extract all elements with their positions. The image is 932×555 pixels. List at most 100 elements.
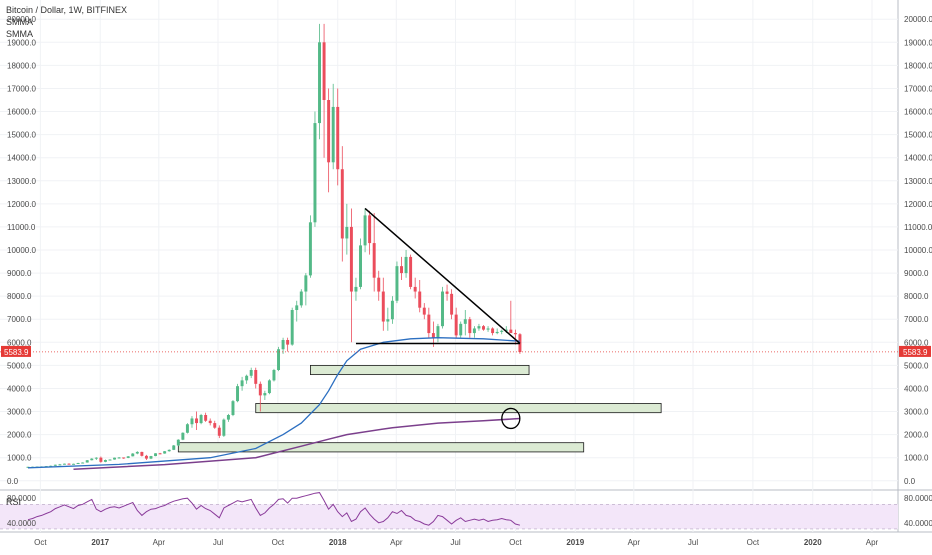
candle-body xyxy=(99,457,103,462)
price-tick-label-right: 15000.0 xyxy=(904,131,932,140)
candle-body xyxy=(472,328,476,334)
rsi-tick-label-left: 80.0000 xyxy=(7,494,36,503)
price-tick-label-right: 14000.0 xyxy=(904,154,932,163)
candle-body xyxy=(185,424,189,433)
price-tick-label-left: 8000.0 xyxy=(7,292,32,301)
candle-body xyxy=(372,243,376,278)
candle-body xyxy=(345,226,349,239)
rsi-pane: 80.0000 80.0000 40.0000 40.0000 xyxy=(0,492,932,530)
candle-body xyxy=(381,291,385,322)
candles xyxy=(26,23,522,468)
candle-body xyxy=(176,439,180,446)
time-tick-label: Apr xyxy=(866,538,879,547)
candle-body xyxy=(76,463,80,464)
candle-body xyxy=(304,275,308,292)
candle-body xyxy=(131,453,135,457)
price-axis[interactable]: 0.0 0.0 1000.0 1000.0 2000.0 2000.0 3000.0 3000… xyxy=(0,15,932,486)
candle-body xyxy=(445,291,449,294)
time-axis[interactable]: Oct 2017 Apr Jul Oct 2018 Apr Jul Oct 2019 Apr Jul O… xyxy=(34,538,878,547)
support-zone xyxy=(255,403,662,414)
candle-body xyxy=(204,415,208,421)
time-tick-label: 2020 xyxy=(804,538,822,547)
price-tick-label-left: 19000.0 xyxy=(7,38,36,47)
candle-body xyxy=(81,462,85,464)
support-zones xyxy=(177,364,662,453)
candle-body xyxy=(67,463,71,465)
candle-body xyxy=(163,451,167,454)
candle-body xyxy=(290,310,294,345)
candle-body xyxy=(513,333,517,335)
candle-body xyxy=(62,463,66,465)
candle-body xyxy=(495,331,499,334)
price-tick-label-right: 4000.0 xyxy=(904,384,929,393)
price-tick-label-right: 9000.0 xyxy=(904,269,929,278)
time-tick-label: 2018 xyxy=(329,538,347,547)
time-tick-label: Jul xyxy=(213,538,223,547)
candle-body xyxy=(245,375,249,381)
price-tick-label-right: 20000.0 xyxy=(904,15,932,24)
rsi-tick-label-right: 80.0000 xyxy=(904,494,932,503)
candle-body xyxy=(491,328,495,334)
candle-body xyxy=(222,419,226,436)
last-price-value-right: 5583.9 xyxy=(903,348,928,357)
support-zone xyxy=(310,364,530,376)
price-tick-label-right: 2000.0 xyxy=(904,431,929,440)
price-tick-label-right: 3000.0 xyxy=(904,408,929,417)
candle-body xyxy=(308,222,312,276)
last-price-value-left: 5583.9 xyxy=(4,348,29,357)
price-tick-label-left: 6000.0 xyxy=(7,338,32,347)
time-tick-label: Oct xyxy=(509,538,522,547)
price-tick-label-left: 7000.0 xyxy=(7,315,32,324)
price-tick-label-left: 1000.0 xyxy=(7,454,32,463)
rsi-line xyxy=(27,492,521,526)
candle-body xyxy=(340,169,344,239)
price-tick-label-left: 9000.0 xyxy=(7,269,32,278)
rsi-band xyxy=(0,504,898,529)
candle-body xyxy=(199,415,203,424)
last-price-badge-left xyxy=(1,345,31,357)
candle-body xyxy=(336,106,340,170)
candle-body xyxy=(486,328,490,330)
candle-body xyxy=(144,455,148,459)
candle-body xyxy=(85,460,89,463)
time-tick-label: 2017 xyxy=(91,538,109,547)
candle-body xyxy=(299,291,303,306)
price-tick-label-left: 0.0 xyxy=(7,477,19,486)
candle-body xyxy=(126,456,130,458)
candle-body xyxy=(327,100,331,163)
candle-body xyxy=(236,386,240,402)
candle-body xyxy=(386,319,390,322)
candle-body xyxy=(509,329,513,334)
candle-body xyxy=(277,349,281,370)
candle-body xyxy=(213,423,217,428)
candle-body xyxy=(90,458,94,461)
candle-body xyxy=(208,420,212,424)
candle-body xyxy=(322,42,326,100)
candle-body xyxy=(140,451,144,456)
candle-body xyxy=(295,305,299,310)
rsi-tick-label-right: 40.0000 xyxy=(904,519,932,528)
legend-smma-1[interactable]: SMMA xyxy=(6,17,33,27)
candle-body xyxy=(103,460,107,462)
legend-smma-2[interactable]: SMMA xyxy=(6,29,33,39)
candle-body xyxy=(94,457,98,459)
price-tick-label-right: 0.0 xyxy=(904,477,916,486)
candle-body xyxy=(463,319,467,324)
price-tick-label-right: 17000.0 xyxy=(904,84,932,93)
price-tick-label-right: 5000.0 xyxy=(904,361,929,370)
time-tick-label: 2019 xyxy=(566,538,584,547)
candle-body xyxy=(313,123,317,223)
candle-body xyxy=(482,326,485,330)
trendlines xyxy=(355,207,521,430)
time-tick-label: Apr xyxy=(153,538,166,547)
candle-body xyxy=(400,266,403,274)
candle-body xyxy=(441,291,444,327)
rsi-label[interactable]: RSI xyxy=(6,497,22,507)
circle-marker xyxy=(501,407,521,430)
time-tick-label: Oct xyxy=(34,538,47,547)
candle-body xyxy=(504,329,508,331)
candle-body xyxy=(286,340,290,345)
candle-body xyxy=(108,459,112,461)
